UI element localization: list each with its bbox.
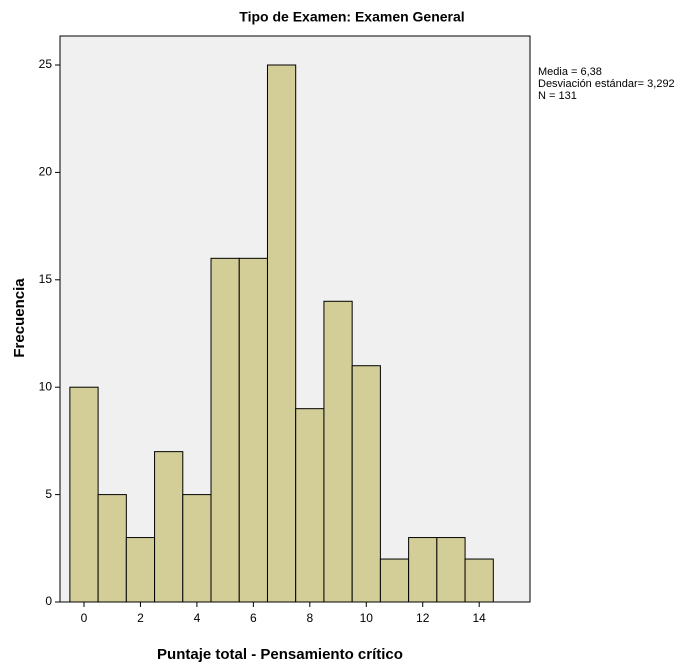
annotation: N = 131 [538, 90, 577, 102]
bar [436, 537, 466, 603]
y-tick-label: 15 [39, 272, 53, 286]
x-tick-label: 8 [306, 611, 313, 625]
bar [351, 365, 381, 603]
bar [97, 494, 127, 603]
bar [69, 386, 99, 603]
x-tick-label: 2 [137, 611, 144, 625]
bar [182, 494, 212, 603]
bar [379, 558, 410, 603]
chart-title: Tipo de Examen: Examen General [239, 9, 464, 25]
x-axis-label: Puntaje total - Pensamiento crítico [157, 646, 403, 663]
bar [210, 257, 240, 603]
y-tick-label: 20 [39, 165, 53, 179]
bar [266, 64, 297, 603]
y-axis-label: Frecuencia [11, 278, 28, 358]
y-tick-label: 0 [45, 594, 52, 608]
x-tick-label: 12 [416, 611, 430, 625]
bar [464, 558, 494, 603]
bar [154, 451, 184, 603]
bar [238, 257, 268, 603]
x-tick-label: 10 [360, 611, 374, 625]
y-tick-label: 10 [39, 379, 53, 393]
x-tick-label: 4 [194, 611, 201, 625]
bar [323, 300, 353, 603]
annotation: Media = 6,38 [538, 66, 602, 78]
x-tick-label: 0 [81, 611, 88, 625]
bar [408, 537, 438, 603]
x-tick-label: 6 [250, 611, 257, 625]
y-tick-label: 25 [39, 57, 53, 71]
annotation: Desviación estándar= 3,292 [538, 78, 675, 90]
y-tick-label: 5 [45, 487, 52, 501]
x-tick-label: 14 [473, 611, 487, 625]
bar [125, 537, 156, 603]
bar [295, 408, 325, 603]
